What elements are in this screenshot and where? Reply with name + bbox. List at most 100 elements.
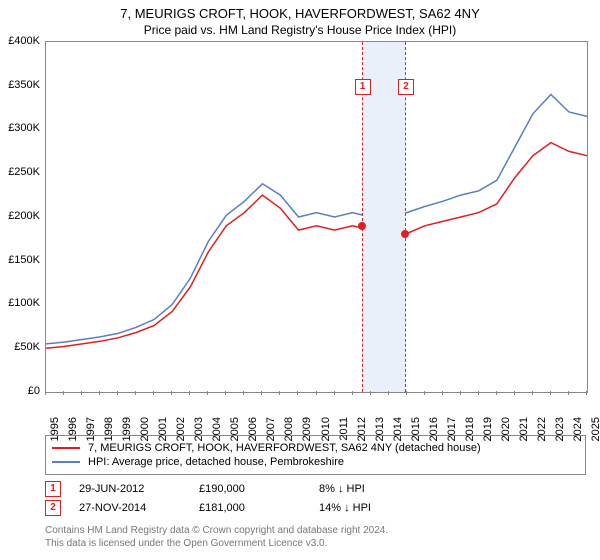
x-tick-mark bbox=[225, 391, 226, 395]
event-row: 1 29-JUN-2012£190,0008% ↓ HPI bbox=[45, 481, 586, 497]
chart-area: 12 £0£50K£100K£150K£200K£250K£300K£350K£… bbox=[45, 41, 586, 391]
x-axis-label: 2015 bbox=[410, 417, 422, 441]
x-axis-label: 2003 bbox=[193, 417, 205, 441]
event-delta: 14% ↓ HPI bbox=[319, 502, 439, 514]
x-axis-label: 2007 bbox=[265, 417, 277, 441]
x-tick-mark bbox=[532, 391, 533, 395]
x-tick-mark bbox=[117, 391, 118, 395]
legend-row: 7, MEURIGS CROFT, HOOK, HAVERFORDWEST, S… bbox=[52, 442, 579, 454]
x-tick-mark bbox=[279, 391, 280, 395]
x-axis-label: 2025 bbox=[590, 417, 600, 441]
x-tick-mark bbox=[316, 391, 317, 395]
x-axis-label: 1999 bbox=[121, 417, 133, 441]
x-axis-label: 2010 bbox=[320, 417, 332, 441]
x-axis-label: 2004 bbox=[211, 417, 223, 441]
x-axis-label: 2024 bbox=[572, 417, 584, 441]
x-axis-label: 2022 bbox=[536, 417, 548, 441]
x-axis-label: 2016 bbox=[428, 417, 440, 441]
chart-subtitle: Price paid vs. HM Land Registry's House … bbox=[0, 23, 600, 41]
x-axis-label: 2021 bbox=[518, 417, 530, 441]
event-date: 29-JUN-2012 bbox=[79, 483, 199, 495]
y-axis-label: £350K bbox=[0, 79, 40, 91]
x-tick-mark bbox=[63, 391, 64, 395]
event-marker: 1 bbox=[355, 79, 371, 95]
x-axis-label: 2011 bbox=[338, 417, 350, 441]
chart-title: 7, MEURIGS CROFT, HOOK, HAVERFORDWEST, S… bbox=[0, 0, 600, 23]
x-axis-label: 2017 bbox=[446, 417, 458, 441]
chart-svg bbox=[46, 42, 587, 392]
x-axis-label: 1995 bbox=[49, 417, 61, 441]
event-row: 2 27-NOV-2014£181,00014% ↓ HPI bbox=[45, 500, 586, 516]
x-tick-mark bbox=[171, 391, 172, 395]
event-marker: 2 bbox=[398, 79, 414, 95]
x-axis-label: 2005 bbox=[229, 417, 241, 441]
x-axis-label: 2013 bbox=[374, 417, 386, 441]
legend-row: HPI: Average price, detached house, Pemb… bbox=[52, 456, 579, 468]
footer-line: This data is licensed under the Open Gov… bbox=[45, 537, 586, 550]
x-axis-label: 2009 bbox=[301, 417, 313, 441]
x-tick-mark bbox=[135, 391, 136, 395]
y-axis-label: £250K bbox=[0, 166, 40, 178]
x-tick-mark bbox=[297, 391, 298, 395]
legend-label: 7, MEURIGS CROFT, HOOK, HAVERFORDWEST, S… bbox=[88, 442, 481, 454]
x-axis-label: 2012 bbox=[356, 417, 368, 441]
x-tick-mark bbox=[334, 391, 335, 395]
x-axis-label: 2002 bbox=[175, 417, 187, 441]
sale-dot bbox=[358, 222, 366, 230]
x-tick-mark bbox=[370, 391, 371, 395]
legend-swatch bbox=[52, 447, 80, 449]
x-axis-label: 2018 bbox=[464, 417, 476, 441]
y-axis-label: £400K bbox=[0, 35, 40, 47]
legend-swatch bbox=[52, 461, 80, 463]
event-price: £190,000 bbox=[199, 483, 319, 495]
series-hpi bbox=[46, 94, 587, 343]
plot-region: 12 bbox=[45, 41, 588, 393]
x-tick-mark bbox=[424, 391, 425, 395]
attribution-footer: Contains HM Land Registry data © Crown c… bbox=[45, 524, 586, 550]
footer-line: Contains HM Land Registry data © Crown c… bbox=[45, 524, 586, 537]
x-tick-mark bbox=[388, 391, 389, 395]
series-property bbox=[46, 142, 587, 348]
x-tick-mark bbox=[514, 391, 515, 395]
x-axis-label: 2001 bbox=[157, 417, 169, 441]
x-tick-mark bbox=[261, 391, 262, 395]
x-axis-label: 2023 bbox=[554, 417, 566, 441]
x-tick-mark bbox=[550, 391, 551, 395]
x-axis-label: 1998 bbox=[103, 417, 115, 441]
x-tick-mark bbox=[243, 391, 244, 395]
x-tick-mark bbox=[81, 391, 82, 395]
x-tick-mark bbox=[99, 391, 100, 395]
y-axis-label: £200K bbox=[0, 210, 40, 222]
sale-dot bbox=[401, 230, 409, 238]
x-axis-label: 2008 bbox=[283, 417, 295, 441]
events-table: 1 29-JUN-2012£190,0008% ↓ HPI 2 27-NOV-2014… bbox=[45, 481, 586, 516]
x-tick-mark bbox=[189, 391, 190, 395]
x-axis-label: 1996 bbox=[67, 417, 79, 441]
x-tick-mark bbox=[207, 391, 208, 395]
event-number: 2 bbox=[45, 500, 61, 516]
x-tick-mark bbox=[153, 391, 154, 395]
x-axis-label: 2014 bbox=[392, 417, 404, 441]
y-axis-label: £100K bbox=[0, 297, 40, 309]
x-tick-mark bbox=[45, 391, 46, 395]
y-axis-label: £300K bbox=[0, 122, 40, 134]
event-delta: 8% ↓ HPI bbox=[319, 483, 439, 495]
legend-label: HPI: Average price, detached house, Pemb… bbox=[88, 456, 344, 468]
x-tick-mark bbox=[478, 391, 479, 395]
x-tick-mark bbox=[496, 391, 497, 395]
y-axis-label: £150K bbox=[0, 254, 40, 266]
x-tick-mark bbox=[586, 391, 587, 395]
x-axis-label: 2000 bbox=[139, 417, 151, 441]
x-axis-label: 2019 bbox=[482, 417, 494, 441]
event-price: £181,000 bbox=[199, 502, 319, 514]
x-tick-mark bbox=[406, 391, 407, 395]
x-tick-mark bbox=[352, 391, 353, 395]
event-date: 27-NOV-2014 bbox=[79, 502, 199, 514]
x-tick-mark bbox=[442, 391, 443, 395]
y-axis-label: £50K bbox=[0, 341, 40, 353]
x-axis-label: 1997 bbox=[85, 417, 97, 441]
x-axis-label: 2006 bbox=[247, 417, 259, 441]
x-tick-mark bbox=[568, 391, 569, 395]
event-number: 1 bbox=[45, 481, 61, 497]
x-axis-label: 2020 bbox=[500, 417, 512, 441]
